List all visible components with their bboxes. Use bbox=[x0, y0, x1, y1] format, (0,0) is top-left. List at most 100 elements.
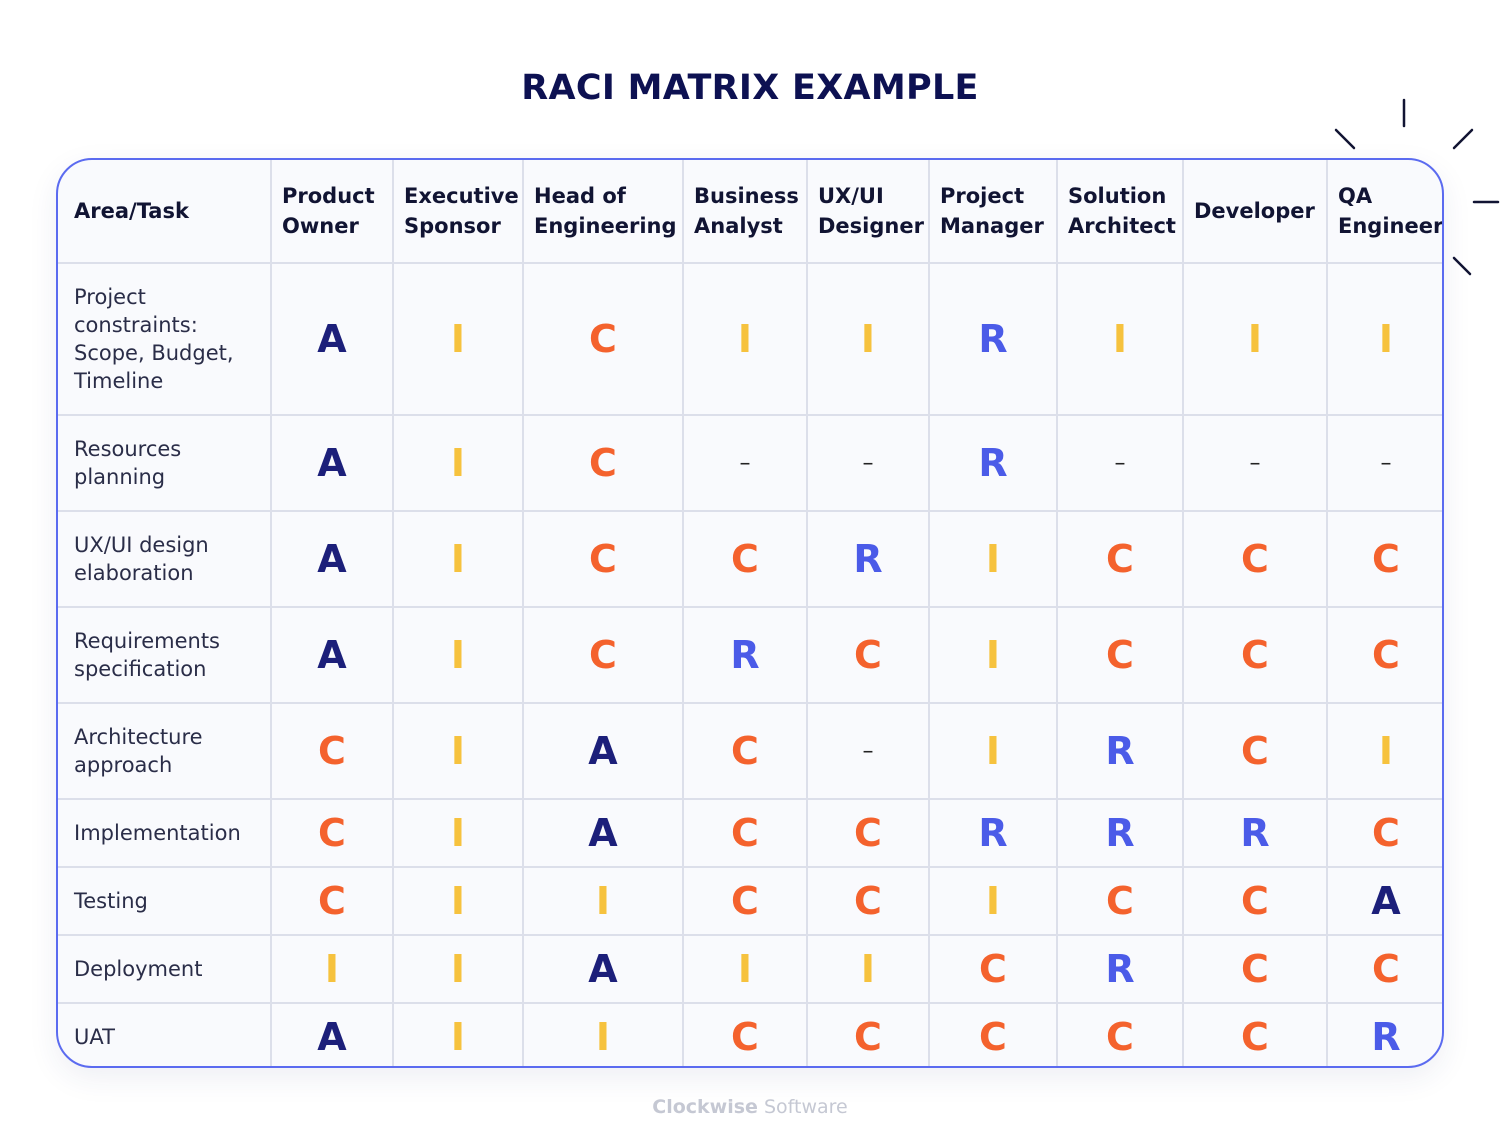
raci-cell: – bbox=[806, 702, 930, 800]
raci-cell: C bbox=[270, 702, 394, 800]
raci-cell: – bbox=[1182, 414, 1328, 512]
raci-cell: C bbox=[1182, 1002, 1328, 1066]
raci-cell: I bbox=[392, 702, 524, 800]
raci-cell: I bbox=[392, 262, 524, 416]
raci-cell: I bbox=[806, 934, 930, 1004]
decoration bbox=[1334, 98, 1500, 276]
table-row: Implementation C I A C C R R R C bbox=[58, 798, 1442, 868]
column-header: Product Owner bbox=[270, 160, 394, 264]
table-row: Requirements specification A I C R C I C C C bbox=[58, 606, 1442, 704]
raci-cell: I bbox=[392, 606, 524, 704]
table-row: UX/UI design elaboration A I C C R I C C C bbox=[58, 510, 1442, 608]
raci-cell: I bbox=[682, 934, 808, 1004]
raci-cell: I bbox=[392, 510, 524, 608]
raci-cell: R bbox=[1056, 702, 1184, 800]
raci-cell: I bbox=[928, 510, 1058, 608]
raci-cell: I bbox=[270, 934, 394, 1004]
raci-cell: R bbox=[1056, 798, 1184, 868]
column-header: Executive Sponsor bbox=[392, 160, 524, 264]
raci-cell: A bbox=[270, 606, 394, 704]
raci-cell: R bbox=[928, 798, 1058, 868]
raci-cell: I bbox=[392, 934, 524, 1004]
raci-cell: C bbox=[1182, 606, 1328, 704]
raci-cell: I bbox=[522, 1002, 684, 1066]
raci-cell: I bbox=[928, 702, 1058, 800]
table-row: Architecture approach C I A C – I R C I bbox=[58, 702, 1442, 800]
raci-cell: R bbox=[928, 262, 1058, 416]
raci-cell: A bbox=[270, 262, 394, 416]
raci-cell: R bbox=[928, 414, 1058, 512]
raci-cell: C bbox=[1056, 866, 1184, 936]
raci-cell: R bbox=[1182, 798, 1328, 868]
raci-cell: C bbox=[1326, 606, 1442, 704]
raci-cell: I bbox=[522, 866, 684, 936]
raci-cell: A bbox=[270, 414, 394, 512]
raci-cell: C bbox=[1326, 934, 1442, 1004]
raci-cell: C bbox=[1182, 510, 1328, 608]
raci-cell: C bbox=[1326, 798, 1442, 868]
task-label: Deployment bbox=[58, 934, 272, 1004]
column-header: Developer bbox=[1182, 160, 1328, 264]
column-header: Area/Task bbox=[58, 160, 272, 264]
footer: Clockwise Software bbox=[0, 1096, 1500, 1118]
table-row: UAT A I I C C C C C R bbox=[58, 1002, 1442, 1066]
column-header: QA Engineer bbox=[1326, 160, 1442, 264]
table-row: Project constraints: Scope, Budget, Time… bbox=[58, 262, 1442, 416]
task-label: UX/UI design elaboration bbox=[58, 510, 272, 608]
table-row: Testing C I I C C I C C A bbox=[58, 866, 1442, 936]
raci-cell: I bbox=[392, 1002, 524, 1066]
raci-cell: A bbox=[270, 510, 394, 608]
raci-cell: C bbox=[522, 606, 684, 704]
raci-cell: I bbox=[806, 262, 930, 416]
task-label: Architecture approach bbox=[58, 702, 272, 800]
raci-cell: A bbox=[270, 1002, 394, 1066]
raci-cell: R bbox=[806, 510, 930, 608]
raci-cell: C bbox=[928, 1002, 1058, 1066]
raci-cell: I bbox=[1326, 702, 1442, 800]
raci-cell: C bbox=[682, 702, 808, 800]
task-label: Resources planning bbox=[58, 414, 272, 512]
raci-cell: C bbox=[682, 1002, 808, 1066]
column-header: Business Analyst bbox=[682, 160, 808, 264]
raci-cell: A bbox=[522, 798, 684, 868]
raci-cell: C bbox=[522, 262, 684, 416]
raci-cell: I bbox=[392, 866, 524, 936]
raci-cell: C bbox=[682, 798, 808, 868]
task-label: Implementation bbox=[58, 798, 272, 868]
raci-cell: C bbox=[270, 798, 394, 868]
raci-cell: – bbox=[682, 414, 808, 512]
raci-cell: C bbox=[928, 934, 1058, 1004]
brand-suffix: Software bbox=[763, 1096, 848, 1118]
raci-cell: A bbox=[522, 702, 684, 800]
raci-cell: I bbox=[1326, 262, 1442, 416]
raci-cell: R bbox=[1056, 934, 1184, 1004]
brand: Clockwise bbox=[652, 1096, 758, 1118]
column-header: Head of Engineering bbox=[522, 160, 684, 264]
header-row: Area/Task Product Owner Executive Sponsor H… bbox=[58, 160, 1442, 264]
raci-cell: C bbox=[806, 606, 930, 704]
raci-cell: I bbox=[392, 798, 524, 868]
raci-cell: C bbox=[806, 1002, 930, 1066]
table-row: Resources planning A I C – – R – – – bbox=[58, 414, 1442, 512]
raci-cell: C bbox=[1056, 606, 1184, 704]
raci-cell: C bbox=[682, 510, 808, 608]
raci-cell: C bbox=[682, 866, 808, 936]
raci-cell: – bbox=[1056, 414, 1184, 512]
task-label: UAT bbox=[58, 1002, 272, 1066]
column-header: Solution Architect bbox=[1056, 160, 1184, 264]
task-label: Requirements specification bbox=[58, 606, 272, 704]
task-label: Project constraints: Scope, Budget, Time… bbox=[58, 262, 272, 416]
raci-cell: C bbox=[806, 866, 930, 936]
raci-cell: I bbox=[1182, 262, 1328, 416]
task-label: Testing bbox=[58, 866, 272, 936]
raci-cell: I bbox=[928, 866, 1058, 936]
raci-cell: – bbox=[806, 414, 930, 512]
title: RACI MATRIX EXAMPLE bbox=[521, 68, 979, 108]
raci-table: Area/Task Product Owner Executive Sponsor H… bbox=[58, 160, 1442, 1066]
raci-cell: C bbox=[1056, 510, 1184, 608]
raci-cell: C bbox=[1182, 866, 1328, 936]
raci-cell: I bbox=[392, 414, 524, 512]
table-row: Deployment I I A I I C R C C bbox=[58, 934, 1442, 1004]
raci-cell: C bbox=[522, 414, 684, 512]
